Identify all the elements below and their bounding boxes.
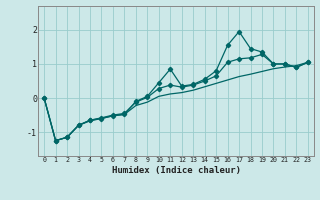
X-axis label: Humidex (Indice chaleur): Humidex (Indice chaleur) [111,166,241,175]
